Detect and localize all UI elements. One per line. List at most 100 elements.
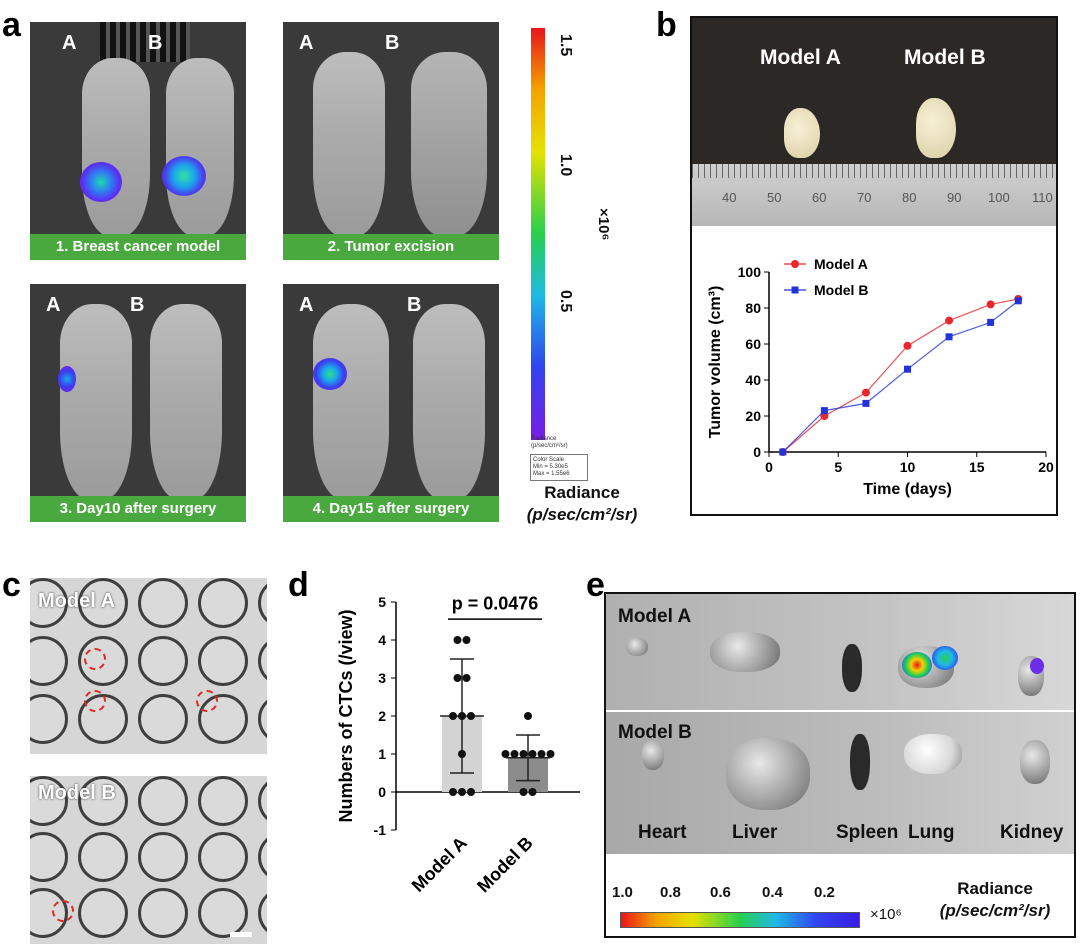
panel-letter-a: a [2,6,21,44]
microwell [198,832,248,882]
microwell [198,636,248,686]
color-scale-box: Color Scale Min = 5.30e5 Max = 1.55e6 [530,454,588,481]
y-tick-label: 80 [745,300,761,316]
data-point [458,750,466,758]
data-point [524,712,532,720]
microwell [78,776,128,826]
y-tick-label: 20 [745,408,761,424]
colorbar-e-multiplier: ×10⁶ [870,906,902,923]
organ-image-model-b: Model B Heart Liver Spleen Lung Kidney [606,712,1074,854]
data-point [519,750,528,758]
organ-model-label-a: Model A [618,606,692,627]
data-point [987,318,995,326]
legend-marker [791,286,799,294]
tumor-photo: Model A Model B [692,18,1056,164]
y-tick-label: 100 [738,264,762,280]
mouse-label-a: A [62,32,77,54]
ctc-marker [196,690,218,712]
caption-day10: 3. Day10 after surgery [30,496,246,522]
data-point [945,333,953,341]
organ-label-kidney: Kidney [1000,822,1064,843]
microwell-label-model-b: Model B [38,782,116,804]
x-tick-label: 10 [900,459,916,475]
data-point [903,341,912,350]
ctc-marker [84,690,106,712]
organ-label-heart: Heart [638,822,687,843]
microwell [138,888,188,938]
microwell [30,832,68,882]
y-tick-label: 5 [378,594,386,610]
y-tick-label: 1 [378,746,386,762]
panel-letter-d: d [288,566,309,604]
data-point [904,365,911,373]
organ-label-liver: Liver [732,822,778,843]
data-point [453,674,462,682]
data-point [945,316,954,325]
microwell [78,832,128,882]
x-category-label: Model A [408,833,471,896]
data-point [462,674,471,682]
mouse-label-a: A [299,294,314,316]
data-point [458,712,466,720]
x-tick-label: 15 [969,459,985,475]
y-tick-label: 0 [753,444,761,460]
microwell [138,636,188,686]
microwell [198,578,248,628]
microwell [198,776,248,826]
data-point [458,788,466,796]
mouse-label-b: B [130,294,145,316]
microwell [258,776,267,826]
x-tick-label: 5 [834,459,842,475]
mouse-label-b: B [148,32,163,54]
microwell [198,888,248,938]
microwell [138,832,188,882]
ctc-count-chart: -1 0 1 2 3 4 5 Model A Model B p = 0.0476 Numbers … [336,594,580,896]
microwell [138,694,188,744]
microwell [138,776,188,826]
data-point [519,788,528,796]
microwell [78,888,128,938]
data-point [861,388,870,397]
data-point [546,750,555,758]
microwell [258,578,267,628]
microwell [78,578,128,628]
colorbar-e [620,912,860,928]
y-tick-label: 2 [378,708,386,724]
mouse-label-b: B [407,294,422,316]
data-point [986,300,995,309]
colorbar-tick: 0.5 [557,290,574,313]
caption-breast-cancer-model: 1. Breast cancer model [30,234,246,260]
panel-letter-b: b [656,6,677,44]
y-tick-label: 4 [378,632,386,648]
colorbar-a [531,28,545,440]
ctc-marker [52,900,74,922]
microwell [258,636,267,686]
microwell [30,636,68,686]
data-point [862,399,870,407]
x-tick-label: 0 [765,459,773,475]
mouse-image-day10: A B 3. Day10 after surgery [30,284,246,522]
data-point [467,788,475,796]
mouse-image-breast-cancer-model: A B 1. Breast cancer model [30,22,246,260]
photo-label-model-a: Model A [760,46,841,69]
caption-day15: 4. Day15 after surgery [283,496,499,522]
microwell [258,888,267,938]
colorbar-multiplier: ×10⁶ [595,208,612,241]
microwell [138,578,188,628]
legend-marker [791,260,799,268]
data-point [537,750,546,758]
y-tick-label: 3 [378,670,386,686]
organ-image-model-a: Model A [606,594,1074,710]
data-point [467,712,475,720]
series-line-1 [782,300,1019,453]
x-tick-label: 20 [1038,459,1054,475]
microwell [30,694,68,744]
data-point [510,750,519,758]
data-point [528,788,537,796]
microwell-image-model-b: Model B [30,776,267,944]
data-point [779,448,787,456]
mouse-label-a: A [299,32,314,54]
y-tick-label: 40 [745,372,761,388]
ctc-marker [84,648,106,670]
mouse-image-tumor-excision: A B 2. Tumor excision [283,22,499,260]
